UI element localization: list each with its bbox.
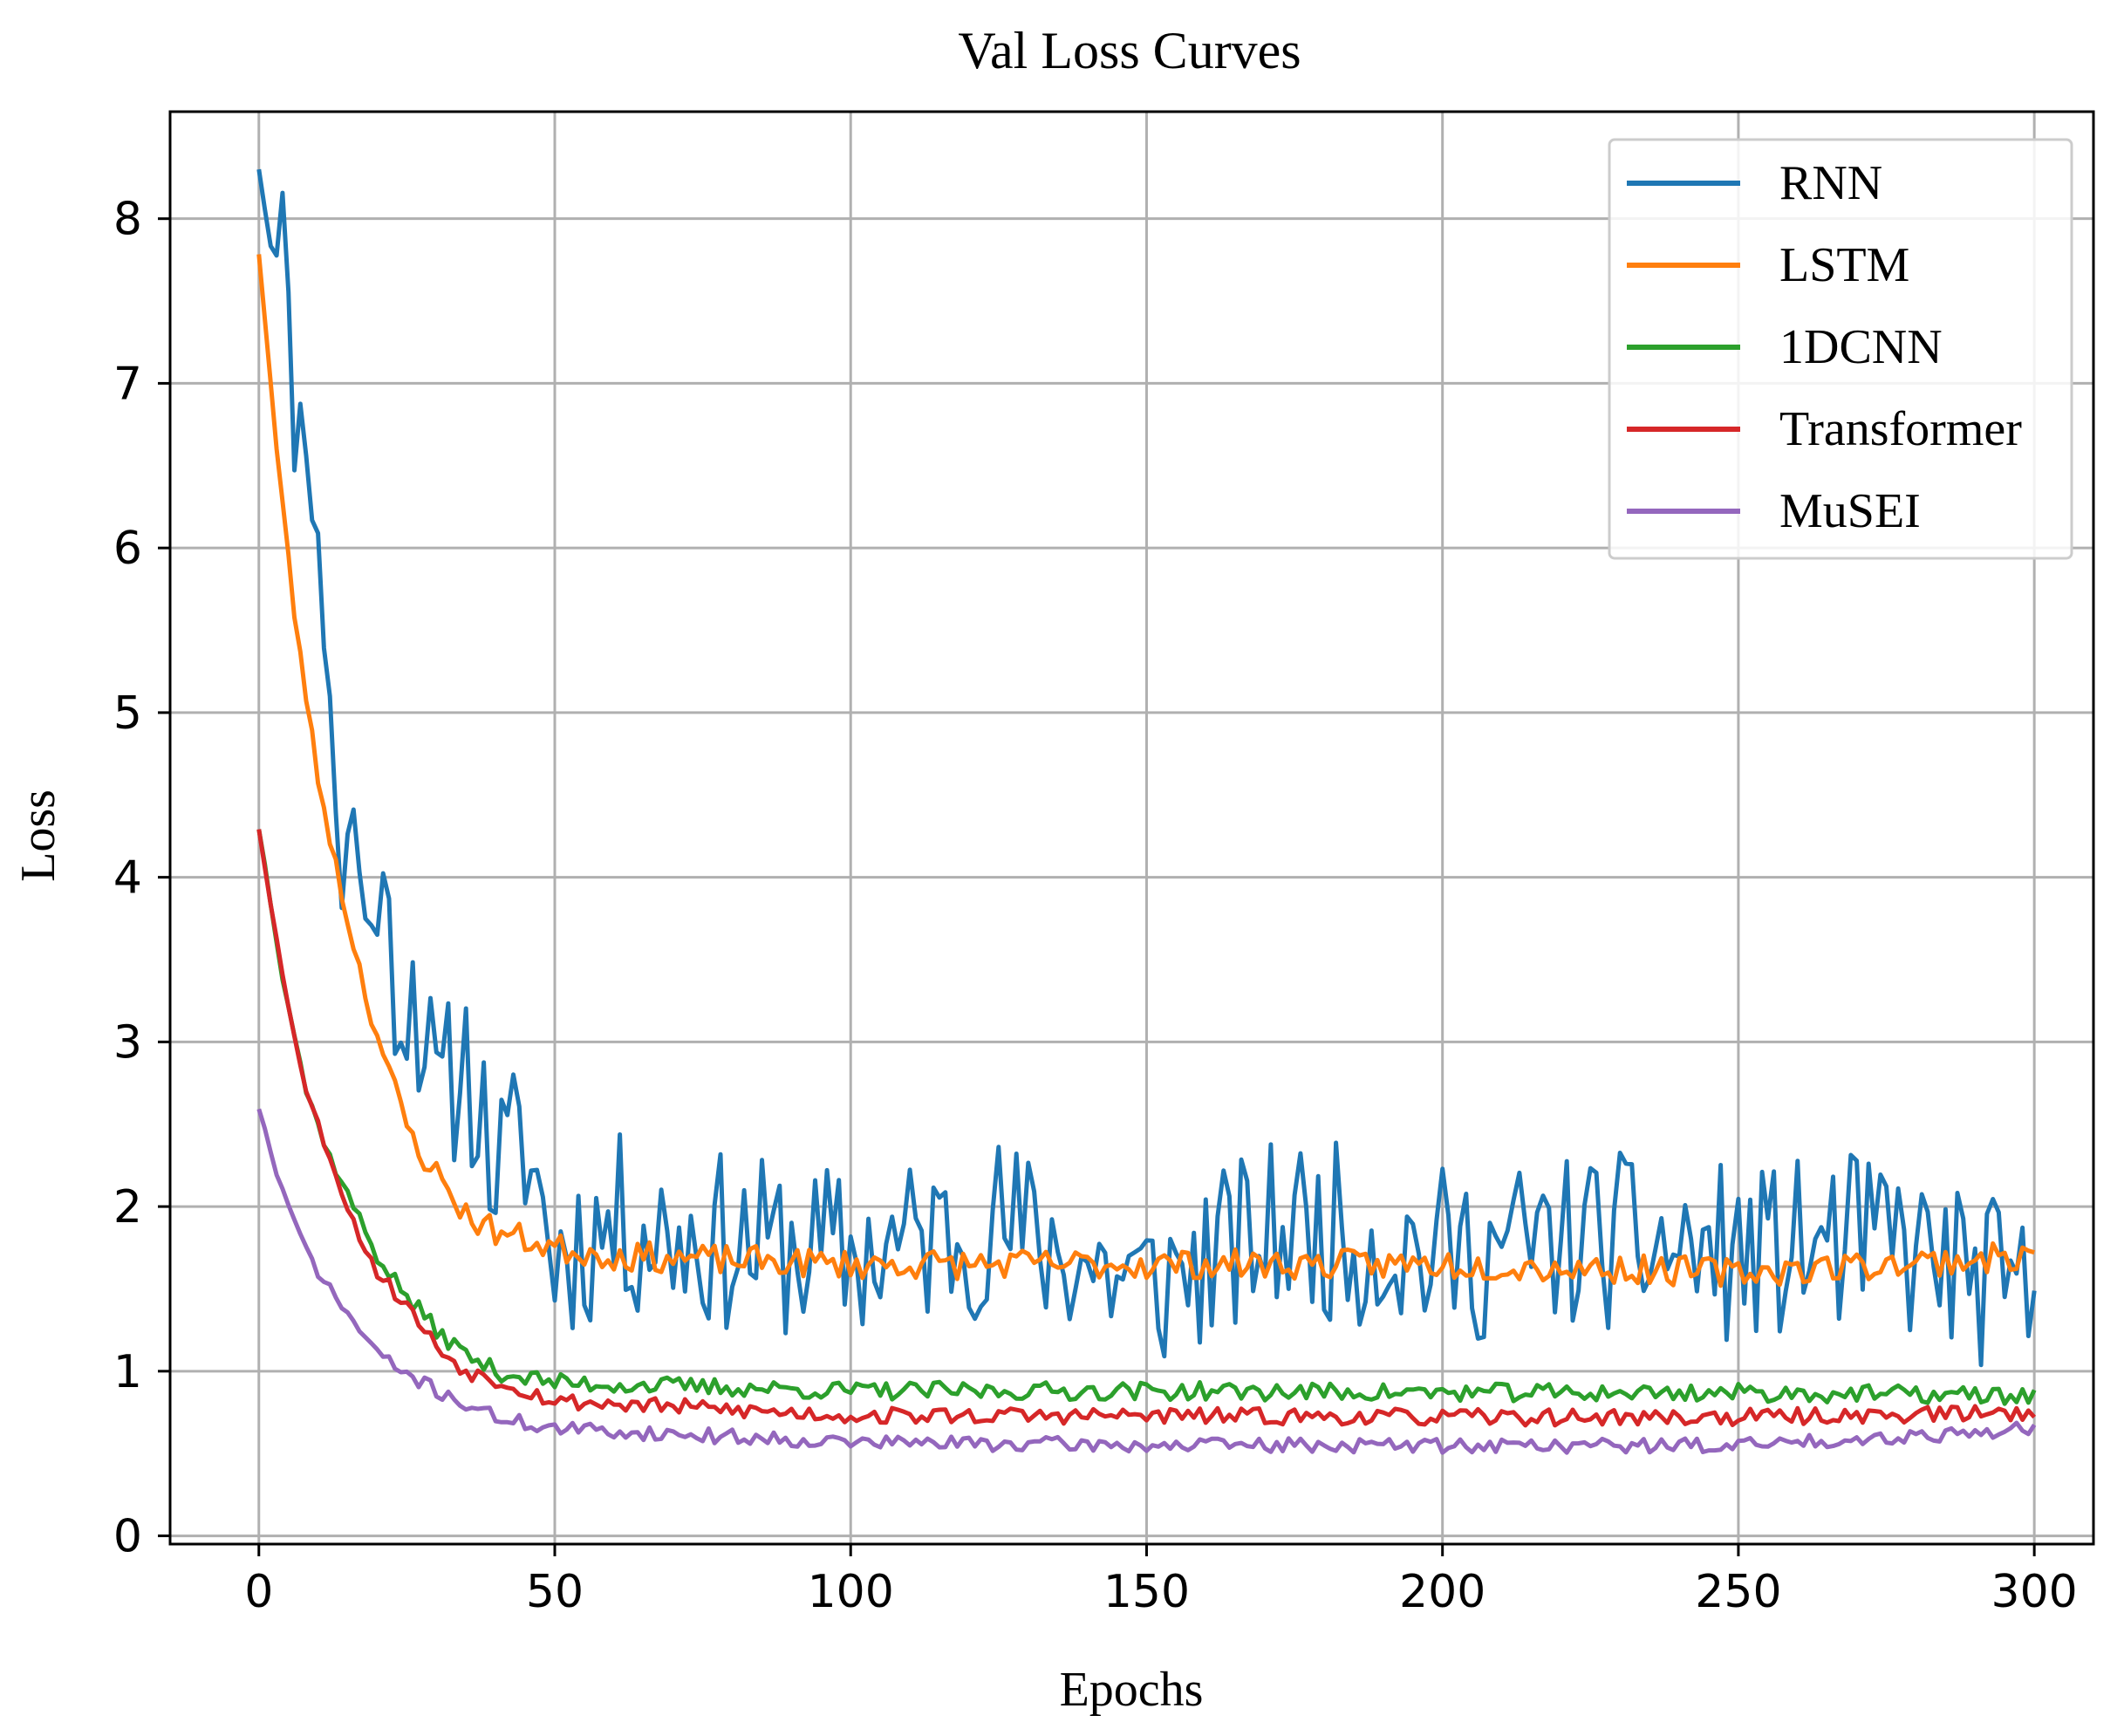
y-axis-label: Loss: [11, 789, 65, 882]
legend-label-lstm: LSTM: [1779, 238, 1909, 292]
y-tick-label: 3: [113, 1016, 142, 1069]
x-axis-label: Epochs: [1060, 1663, 1204, 1717]
legend-label-1dcnn: 1DCNN: [1779, 320, 1943, 374]
legend-label-rnn: RNN: [1779, 156, 1882, 210]
series-line-musei: [256, 1108, 2037, 1455]
x-tick-label: 50: [526, 1566, 584, 1618]
x-tick-label: 200: [1399, 1566, 1485, 1618]
y-tick-label: 6: [113, 523, 142, 575]
series-layer: [256, 168, 2037, 1455]
x-tick-label: 250: [1695, 1566, 1781, 1618]
grid-lines: [170, 112, 2093, 1544]
series-line-1dcnn: [256, 829, 2037, 1406]
x-tick-label: 0: [244, 1566, 273, 1618]
legend: RNN LSTM 1DCNN Transformer MuSEI: [1608, 138, 2073, 560]
y-tick-label: 5: [113, 687, 142, 740]
y-tick-label: 2: [113, 1181, 142, 1234]
x-tick-label: 150: [1103, 1566, 1190, 1618]
y-axis-ticks: 0 1 2 3 4 5 6 7 8: [113, 194, 170, 1563]
y-tick-label: 0: [113, 1511, 142, 1563]
y-tick-label: 7: [113, 358, 142, 410]
x-axis-ticks: 0 50 100 150 200 250 300: [244, 1544, 2078, 1618]
plot-area-frame: [168, 110, 2095, 1546]
series-line-lstm: [256, 254, 2035, 1288]
y-tick-label: 8: [113, 194, 142, 246]
legend-label-musei: MuSEI: [1779, 484, 1921, 538]
chart-title: Val Loss Curves: [958, 22, 1301, 79]
series-line-rnn: [256, 168, 2037, 1368]
legend-label-transformer: Transformer: [1779, 402, 2022, 456]
y-tick-label: 1: [113, 1346, 142, 1398]
series-line-transformer: [256, 829, 2037, 1428]
x-tick-label: 300: [1991, 1566, 2078, 1618]
legend-box: [1608, 138, 2073, 560]
y-tick-label: 4: [113, 852, 142, 905]
x-tick-label: 100: [808, 1566, 894, 1618]
